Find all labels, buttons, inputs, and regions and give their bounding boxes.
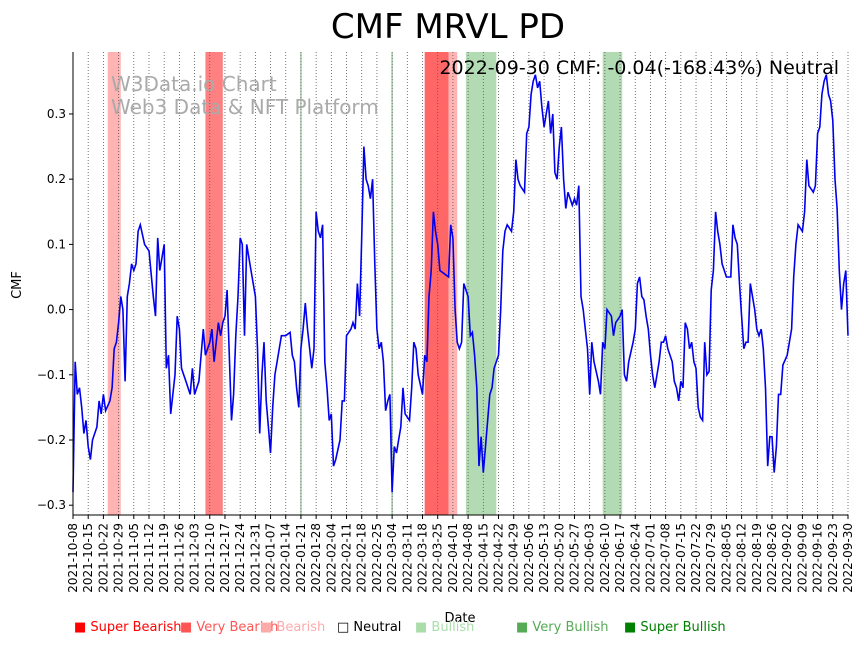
x-tick-label: 2021-12-10 xyxy=(203,523,217,593)
x-tick-label: 2022-08-19 xyxy=(750,523,764,593)
x-tick-label: 2022-02-18 xyxy=(355,523,369,593)
x-tick-label: 2022-07-29 xyxy=(704,523,718,593)
x-tick-label: 2022-09-16 xyxy=(811,523,825,593)
x-tick-label: 2022-07-15 xyxy=(674,523,688,593)
legend-item: ■ Very Bullish xyxy=(516,620,609,635)
x-tick-label: 2022-04-15 xyxy=(476,523,490,593)
x-tick-label: 2022-06-24 xyxy=(628,523,642,593)
x-tick-label: 2022-08-12 xyxy=(735,523,749,593)
x-tick-label: 2022-05-13 xyxy=(537,523,551,593)
x-tick-label: 2022-01-14 xyxy=(279,523,293,593)
y-tick-label: 0.1 xyxy=(47,237,66,251)
x-tick-label: 2022-06-03 xyxy=(583,523,597,593)
x-tick-label: 2022-03-11 xyxy=(400,523,414,593)
x-tick-label: 2022-02-25 xyxy=(370,523,384,593)
x-tick-label: 2022-05-06 xyxy=(522,523,536,593)
x-axis-ticks: 2021-10-08 2021-10-15 2021-10-22 2021-10-29… xyxy=(66,515,855,593)
x-tick-label: 2022-09-23 xyxy=(826,523,840,593)
legend-item: □ Neutral xyxy=(337,620,402,635)
legend-item: ■ Very Bearish xyxy=(180,620,279,635)
y-tick-label: −0.3 xyxy=(37,498,66,512)
x-tick-label: 2022-03-25 xyxy=(431,523,445,593)
x-tick-label: 2022-02-11 xyxy=(340,523,354,593)
band-2 xyxy=(424,52,449,515)
x-tick-label: 2022-07-01 xyxy=(643,523,657,593)
x-tick-label: 2022-09-09 xyxy=(795,523,809,593)
x-tick-label: 2022-09-02 xyxy=(780,523,794,593)
x-tick-label: 2022-05-20 xyxy=(552,523,566,593)
x-tick-label: 2021-11-26 xyxy=(172,523,186,593)
x-tick-label: 2022-04-08 xyxy=(461,523,475,593)
x-tick-label: 2021-10-15 xyxy=(81,523,95,593)
y-tick-label: −0.1 xyxy=(37,368,66,382)
watermark-line-1: W3Data.io Chart xyxy=(111,72,277,96)
x-tick-label: 2021-12-03 xyxy=(188,523,202,593)
x-tick-label: 2021-10-22 xyxy=(96,523,110,593)
x-tick-label: 2022-07-22 xyxy=(689,523,703,593)
legend: ■ Super Bearish ■ Very Bearish ■ Bearish □ … xyxy=(0,620,864,640)
x-tick-label: 2022-01-21 xyxy=(294,523,308,593)
x-tick-label: 2021-11-05 xyxy=(127,523,141,593)
legend-item: ■ Bearish xyxy=(260,620,326,635)
x-tick-label: 2021-12-17 xyxy=(218,523,232,593)
band-1 xyxy=(205,52,223,515)
legend-item: ■ Super Bearish xyxy=(74,620,182,635)
y-tick-label: −0.2 xyxy=(37,433,66,447)
x-tick-label: 2021-10-08 xyxy=(66,523,80,593)
y-axis-label: CMF xyxy=(10,271,25,299)
vertical-grid xyxy=(72,52,849,515)
x-tick-label: 2021-11-19 xyxy=(157,523,171,593)
watermark: W3Data.io Chart Web3 Data & NFT Platform xyxy=(111,72,379,119)
y-tick-label: 0.0 xyxy=(47,303,66,317)
x-tick-label: 2021-12-31 xyxy=(248,523,262,593)
x-tick-label: 2022-02-04 xyxy=(324,523,338,593)
x-tick-label: 2021-12-24 xyxy=(233,523,247,593)
y-tick-label: 0.2 xyxy=(47,172,66,186)
axes xyxy=(72,52,848,516)
chart-title: CMF MRVL PD xyxy=(331,7,565,47)
x-tick-label: 2022-01-07 xyxy=(264,523,278,593)
x-tick-label: 2022-04-29 xyxy=(507,523,521,593)
x-tick-label: 2021-10-29 xyxy=(112,523,126,593)
x-tick-label: 2022-04-01 xyxy=(446,523,460,593)
x-tick-label: 2022-06-10 xyxy=(598,523,612,593)
x-tick-label: 2022-04-22 xyxy=(491,523,505,593)
latest-annotation: 2022-09-30 CMF: -0.04(-168.43%) Neutral xyxy=(439,57,839,79)
band-5 xyxy=(602,52,623,515)
x-axis-label: Date xyxy=(444,611,475,626)
watermark-line-2: Web3 Data & NFT Platform xyxy=(111,95,379,119)
x-tick-label: 2022-08-26 xyxy=(765,523,779,593)
y-axis-ticks: −0.3 −0.2 −0.1 0.0 0.1 0.2 0.3 xyxy=(37,107,73,512)
x-tick-label: 2022-06-17 xyxy=(613,523,627,593)
legend-item: ■ Bullish xyxy=(415,620,475,635)
x-tick-label: 2022-01-28 xyxy=(309,523,323,593)
x-tick-label: 2022-09-30 xyxy=(841,523,855,593)
y-tick-label: 0.3 xyxy=(47,107,66,121)
x-tick-label: 2022-07-08 xyxy=(659,523,673,593)
x-tick-label: 2022-03-18 xyxy=(416,523,430,593)
legend-item: ■ Super Bullish xyxy=(624,620,726,635)
cmf-line xyxy=(72,74,849,493)
x-tick-label: 2021-11-12 xyxy=(142,523,156,593)
x-tick-label: 2022-08-05 xyxy=(719,523,733,593)
x-tick-label: 2022-03-04 xyxy=(385,523,399,593)
x-tick-label: 2022-05-27 xyxy=(567,523,581,593)
band-0 xyxy=(107,52,121,515)
